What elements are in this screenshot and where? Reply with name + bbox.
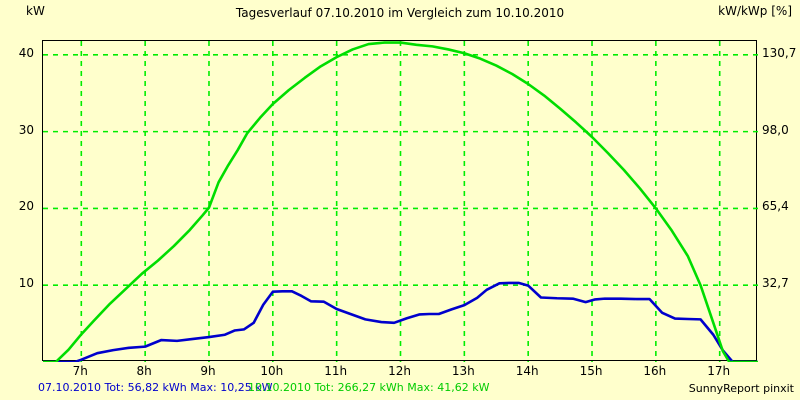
series-line [43, 41, 758, 362]
gridlines [43, 41, 758, 362]
right-axis-unit-label: kW/kWp [%] [718, 4, 792, 18]
x-axis-tick-label: 9h [200, 364, 216, 378]
right-axis-tick-label: 65,4 [762, 199, 789, 214]
left-axis-tick-label: 10 [18, 276, 34, 291]
x-axis-tick-label: 8h [136, 364, 152, 378]
x-axis-tick-label: 14h [515, 364, 539, 378]
left-axis-unit-label: kW [26, 4, 45, 18]
x-axis-tick-label: 12h [388, 364, 411, 378]
series-lines [43, 41, 758, 362]
x-axis-tick-label: 11h [324, 364, 348, 378]
series-line [43, 281, 758, 362]
x-axis-tick-label: 15h [579, 364, 603, 378]
x-axis-tick-label: 13h [451, 364, 475, 378]
right-axis-tick-label: 98,0 [762, 122, 789, 137]
page-title: Tagesverlauf 07.10.2010 im Vergleich zum… [235, 6, 565, 20]
legend-series-07: 07.10.2010 Tot: 56,82 kWh Max: 10,25 kW [38, 381, 273, 394]
left-axis-tick-label: 20 [18, 199, 34, 214]
left-axis-tick-label: 40 [18, 45, 34, 60]
left-axis-tick-label: 30 [18, 122, 34, 137]
right-axis-tick-label: 32,7 [762, 276, 789, 291]
right-axis-tick-label: 130,7 [762, 45, 797, 60]
chart-canvas [43, 41, 758, 362]
report-credit: SunnyReport pinxit [688, 382, 794, 395]
x-axis-tick-label: 16h [643, 364, 667, 378]
legend-series-10: 10.10.2010 Tot: 266,27 kWh Max: 41,62 kW [248, 381, 490, 394]
plot-area [42, 40, 758, 362]
x-axis-tick-label: 7h [72, 364, 88, 378]
x-axis-tick-label: 17h [707, 364, 731, 378]
x-axis-tick-label: 10h [260, 364, 284, 378]
